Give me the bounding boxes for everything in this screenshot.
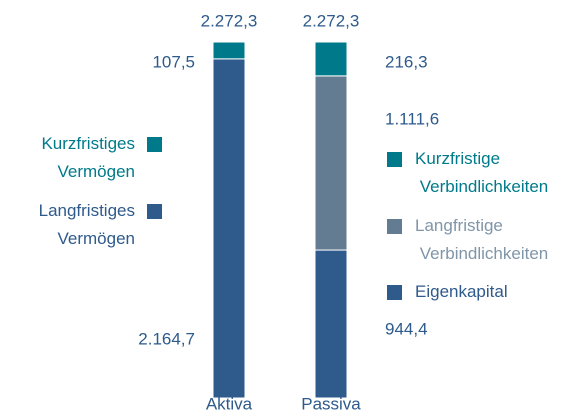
legend-swatch	[387, 285, 402, 300]
category-label: Passiva	[301, 394, 361, 413]
legend-swatch	[147, 204, 162, 219]
legend-label: Langfristiges Vermögen	[39, 201, 135, 248]
total-label: 2.272,3	[201, 11, 258, 30]
legend-swatch	[387, 219, 402, 234]
legend-label: Eigenkapital	[415, 282, 508, 301]
legend-swatch	[387, 152, 402, 167]
value-label: 107,5	[152, 52, 195, 71]
legend-label: Kurzfristiges Vermögen	[41, 134, 135, 181]
value-label: 944,4	[385, 319, 428, 338]
legend-label: Kurzfristige Verbindlichkeiten	[415, 149, 548, 196]
bar-segment	[212, 41, 246, 60]
bar-segment	[314, 41, 348, 77]
legend-swatch	[147, 137, 162, 152]
bar-segment	[212, 58, 246, 399]
value-label: 1.111,6	[385, 109, 439, 128]
legend-label: Langfristige Verbindlichkeiten	[415, 216, 548, 263]
value-label: 216,3	[385, 52, 428, 71]
category-label: Aktiva	[206, 394, 253, 413]
bar-segment	[314, 249, 348, 399]
bar-segment	[314, 75, 348, 251]
total-label: 2.272,3	[303, 11, 360, 30]
value-label: 2.164,7	[138, 329, 195, 348]
